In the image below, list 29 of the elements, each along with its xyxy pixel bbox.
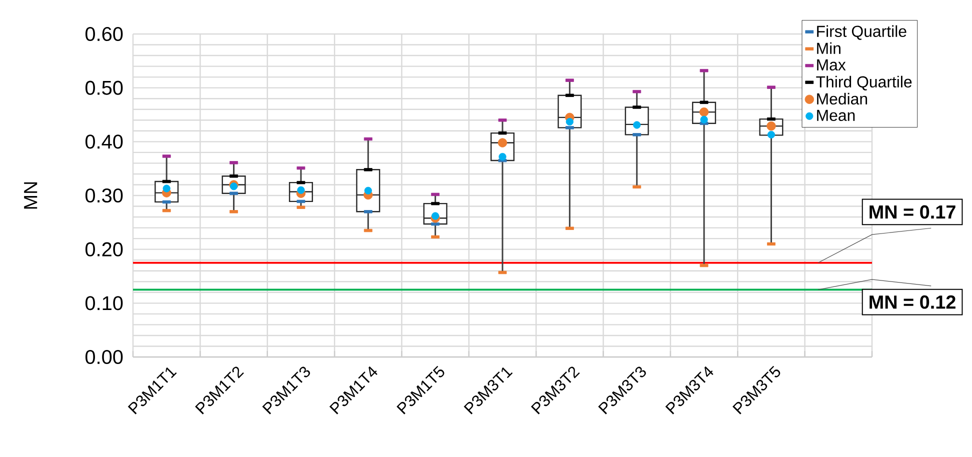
point	[230, 182, 238, 190]
point	[364, 186, 372, 194]
point	[699, 107, 709, 117]
y-tick-label: 0.40	[85, 134, 123, 149]
y-tick-label: 0.20	[85, 242, 123, 256]
y-tick-label: 0.60	[85, 26, 123, 42]
point	[766, 121, 776, 131]
point	[162, 184, 170, 192]
legend-label: Mean	[817, 110, 855, 121]
y-tick-label: 0.00	[85, 350, 123, 364]
point	[700, 116, 708, 124]
legend-label: First Quartile	[817, 25, 906, 40]
y-axis-title: MN	[24, 182, 38, 209]
point	[498, 152, 506, 161]
point	[297, 186, 305, 194]
legend-label: Min	[817, 42, 840, 54]
point	[767, 130, 776, 138]
y-tick-label: 0.30	[85, 188, 123, 203]
point	[633, 121, 641, 129]
point	[566, 118, 574, 126]
ref-line-label: MN = 0.17	[870, 205, 956, 219]
legend-label: Max	[817, 59, 846, 70]
legend-label: Median	[817, 92, 868, 105]
point	[432, 212, 440, 220]
ref-line-label: MN = 0.12	[870, 295, 956, 309]
point	[498, 138, 508, 148]
y-tick-label: 0.10	[85, 296, 123, 310]
legend-label: Third Quartile	[816, 76, 912, 90]
y-tick-label: 0.50	[85, 80, 123, 95]
